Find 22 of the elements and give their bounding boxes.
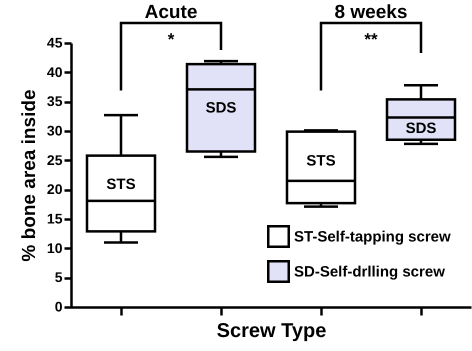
- legend-label: ST-Self-tapping screw: [294, 228, 452, 246]
- annotation: STS: [306, 152, 336, 170]
- y-tick-label: 35: [46, 93, 63, 110]
- y-tick-label: 15: [46, 210, 63, 226]
- text: 8 weeks: [334, 2, 408, 23]
- text: Acute: [144, 2, 198, 23]
- annotation: STS: [106, 176, 136, 193]
- annotation: SDS: [406, 120, 436, 138]
- y-tick-label: 10: [46, 240, 63, 256]
- y-tick-label: 25: [46, 152, 63, 168]
- y-tick-label: 45: [46, 34, 63, 50]
- legend-label: SD-Self-drlling screw: [294, 264, 446, 280]
- y-tick-label: 30: [46, 122, 63, 138]
- y-axis-title: % bone area inside: [18, 89, 40, 262]
- y-tick-label: 5: [54, 269, 63, 286]
- x-axis-title: Screw Type: [216, 320, 326, 342]
- annotation: SDS: [206, 100, 236, 117]
- y-tick-label: 20: [46, 181, 63, 198]
- annotation: **: [364, 30, 378, 49]
- annotation: *: [168, 30, 175, 49]
- y-tick-label: 0: [54, 298, 63, 314]
- y-tick-label: 40: [46, 64, 63, 80]
